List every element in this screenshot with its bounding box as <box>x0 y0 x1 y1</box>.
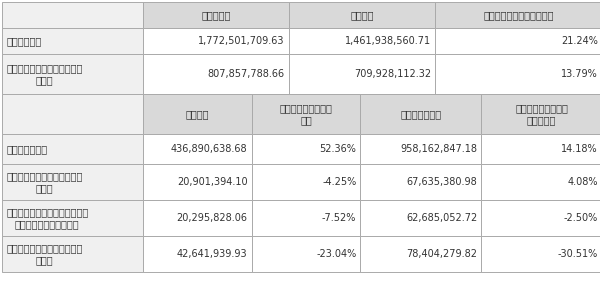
Bar <box>2 28 143 54</box>
Bar <box>251 94 361 134</box>
Bar <box>143 94 251 134</box>
Bar <box>481 236 600 272</box>
Text: 本报告期末比上年度末增减: 本报告期末比上年度末增减 <box>483 10 554 20</box>
Text: 年初至报告期末比上
年同期增减: 年初至报告期末比上 年同期增减 <box>515 103 568 125</box>
Bar <box>361 94 481 134</box>
Bar <box>2 164 143 200</box>
Text: 1,772,501,709.63: 1,772,501,709.63 <box>199 36 285 46</box>
Text: 本报告期: 本报告期 <box>185 109 209 119</box>
Text: 436,890,638.68: 436,890,638.68 <box>171 144 248 154</box>
Text: 归属于上市公司股东的净利润
（元）: 归属于上市公司股东的净利润 （元） <box>6 171 82 193</box>
Text: 4.08%: 4.08% <box>568 177 598 187</box>
Text: 本报告期比上年同期
增减: 本报告期比上年同期 增减 <box>280 103 332 125</box>
Bar <box>289 54 435 94</box>
Text: 42,641,939.93: 42,641,939.93 <box>177 249 248 259</box>
Bar <box>2 200 143 236</box>
Bar <box>143 134 251 164</box>
Bar <box>143 28 289 54</box>
Text: -30.51%: -30.51% <box>558 249 598 259</box>
Text: 20,295,828.06: 20,295,828.06 <box>176 213 248 223</box>
Text: 20,901,394.10: 20,901,394.10 <box>177 177 248 187</box>
Text: 78,404,279.82: 78,404,279.82 <box>406 249 477 259</box>
Bar <box>2 236 143 272</box>
Text: 1,461,938,560.71: 1,461,938,560.71 <box>345 36 431 46</box>
Text: 958,162,847.18: 958,162,847.18 <box>400 144 477 154</box>
Bar <box>2 134 143 164</box>
Text: -7.52%: -7.52% <box>322 213 356 223</box>
Bar <box>361 164 481 200</box>
Bar <box>289 2 435 28</box>
Text: 营业收入（元）: 营业收入（元） <box>6 144 47 154</box>
Bar <box>251 134 361 164</box>
Text: 67,635,380.98: 67,635,380.98 <box>406 177 477 187</box>
Bar <box>2 94 143 134</box>
Bar <box>289 28 435 54</box>
Text: 21.24%: 21.24% <box>561 36 598 46</box>
Bar <box>435 2 600 28</box>
Bar <box>481 164 600 200</box>
Bar <box>143 2 289 28</box>
Text: -23.04%: -23.04% <box>316 249 356 259</box>
Bar <box>481 134 600 164</box>
Bar <box>481 200 600 236</box>
Text: 807,857,788.66: 807,857,788.66 <box>208 69 285 79</box>
Bar <box>2 54 143 94</box>
Bar <box>251 200 361 236</box>
Bar <box>361 134 481 164</box>
Text: 归属于上市公司股东的净资产
（元）: 归属于上市公司股东的净资产 （元） <box>6 63 82 85</box>
Bar <box>2 2 143 28</box>
Text: -2.50%: -2.50% <box>564 213 598 223</box>
Bar <box>143 164 251 200</box>
Bar <box>435 28 600 54</box>
Text: 709,928,112.32: 709,928,112.32 <box>354 69 431 79</box>
Text: 52.36%: 52.36% <box>320 144 356 154</box>
Text: 14.18%: 14.18% <box>562 144 598 154</box>
Text: 13.79%: 13.79% <box>561 69 598 79</box>
Text: 经营活动产生的现金流量净额
（元）: 经营活动产生的现金流量净额 （元） <box>6 243 82 265</box>
Text: 总资产（元）: 总资产（元） <box>6 36 41 46</box>
Bar <box>481 94 600 134</box>
Bar <box>435 54 600 94</box>
Text: -4.25%: -4.25% <box>322 177 356 187</box>
Bar <box>251 236 361 272</box>
Text: 本报告期末: 本报告期末 <box>201 10 230 20</box>
Text: 上年度末: 上年度末 <box>350 10 374 20</box>
Bar <box>143 200 251 236</box>
Bar <box>361 200 481 236</box>
Bar <box>361 236 481 272</box>
Bar <box>251 164 361 200</box>
Text: 归属于上市公司股东的扣除非经
常性据益的净利润（元）: 归属于上市公司股东的扣除非经 常性据益的净利润（元） <box>6 207 88 229</box>
Bar <box>143 54 289 94</box>
Text: 年初至报告期末: 年初至报告期末 <box>400 109 442 119</box>
Bar <box>143 236 251 272</box>
Text: 62,685,052.72: 62,685,052.72 <box>406 213 477 223</box>
